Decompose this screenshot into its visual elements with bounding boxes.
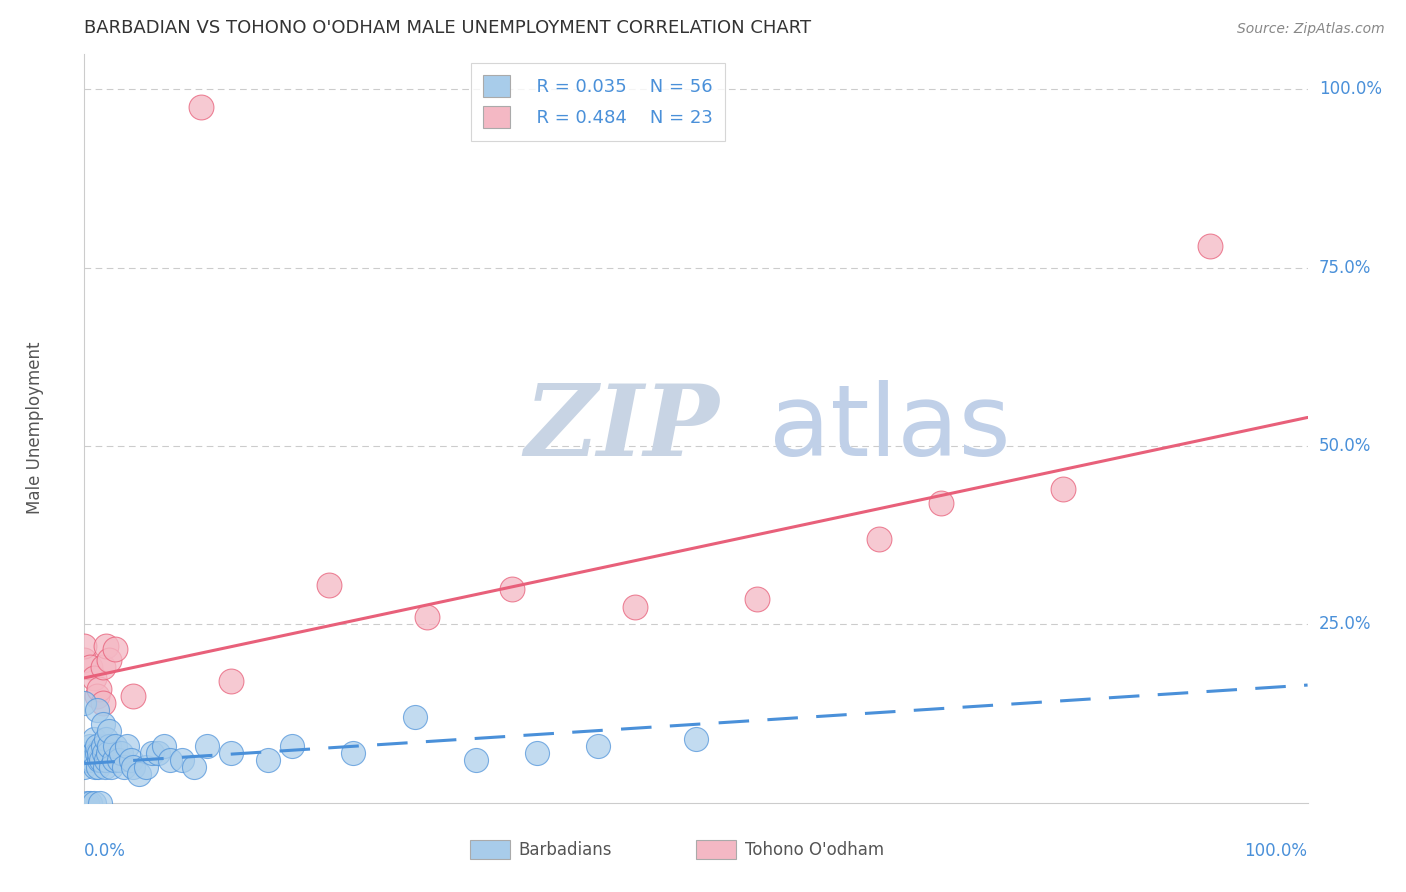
Point <box>257 753 280 767</box>
Point <box>103 753 125 767</box>
Point <box>86 689 108 703</box>
Point <box>73 760 96 774</box>
Point <box>128 767 150 781</box>
Point <box>190 100 212 114</box>
Point <box>73 696 96 710</box>
Point <box>526 746 548 760</box>
Point <box>318 578 340 592</box>
Point <box>96 753 118 767</box>
Point <box>79 739 101 753</box>
Point <box>91 660 114 674</box>
Point <box>77 746 100 760</box>
Point <box>342 746 364 760</box>
Point <box>115 739 138 753</box>
Point <box>87 753 110 767</box>
Point <box>104 642 127 657</box>
Point <box>141 746 163 760</box>
Text: Tohono O'odham: Tohono O'odham <box>745 841 884 859</box>
Text: ZIP: ZIP <box>524 380 720 476</box>
Point <box>586 739 609 753</box>
Point <box>90 753 112 767</box>
Bar <box>470 840 510 859</box>
Point <box>172 753 194 767</box>
Point <box>747 592 769 607</box>
Point <box>91 696 114 710</box>
Text: Source: ZipAtlas.com: Source: ZipAtlas.com <box>1237 22 1385 37</box>
Text: atlas: atlas <box>769 380 1011 476</box>
Point <box>79 660 101 674</box>
Point <box>104 739 127 753</box>
Point <box>1052 482 1074 496</box>
Point <box>624 599 647 614</box>
Point <box>73 653 96 667</box>
Point <box>82 746 104 760</box>
Text: Male Unemployment: Male Unemployment <box>27 342 45 515</box>
Point <box>404 710 426 724</box>
Point <box>91 717 114 731</box>
Point <box>94 760 117 774</box>
Bar <box>696 840 737 859</box>
Point <box>122 760 145 774</box>
Point <box>100 760 122 774</box>
Text: 50.0%: 50.0% <box>1319 437 1371 455</box>
Text: BARBADIAN VS TOHONO O'ODHAM MALE UNEMPLOYMENT CORRELATION CHART: BARBADIAN VS TOHONO O'ODHAM MALE UNEMPLO… <box>84 19 811 37</box>
Point <box>122 689 145 703</box>
Point <box>219 674 242 689</box>
Point <box>502 582 524 596</box>
Point <box>96 731 118 746</box>
Point <box>87 681 110 696</box>
Point <box>86 739 108 753</box>
Text: 100.0%: 100.0% <box>1244 842 1308 860</box>
Point <box>76 796 98 810</box>
Point <box>77 753 100 767</box>
Point <box>83 671 105 685</box>
Text: 100.0%: 100.0% <box>1319 80 1382 98</box>
Point <box>416 610 439 624</box>
Point <box>97 653 120 667</box>
Point <box>87 746 110 760</box>
Point <box>87 760 110 774</box>
Point <box>110 746 132 760</box>
Point <box>135 760 157 774</box>
Point <box>84 760 107 774</box>
Point <box>869 532 891 546</box>
Point <box>97 739 120 753</box>
Point <box>83 731 105 746</box>
Point <box>89 796 111 810</box>
Point <box>159 753 181 767</box>
Point <box>120 753 142 767</box>
Point <box>685 731 707 746</box>
Point <box>929 496 952 510</box>
Point <box>86 703 108 717</box>
Point <box>281 739 304 753</box>
Point <box>97 724 120 739</box>
Point <box>464 753 486 767</box>
Point <box>79 796 101 810</box>
Point <box>73 639 96 653</box>
Text: 25.0%: 25.0% <box>1319 615 1371 633</box>
Point <box>86 746 108 760</box>
Point <box>146 746 169 760</box>
Point <box>97 746 120 760</box>
Point <box>112 760 135 774</box>
Point <box>91 739 114 753</box>
Point <box>153 739 176 753</box>
Point <box>80 753 103 767</box>
Point <box>93 746 115 760</box>
Point <box>107 753 129 767</box>
Point <box>83 796 105 810</box>
Point <box>219 746 242 760</box>
Point <box>195 739 218 753</box>
Text: Barbadians: Barbadians <box>519 841 612 859</box>
Text: 0.0%: 0.0% <box>84 842 127 860</box>
Text: 75.0%: 75.0% <box>1319 259 1371 277</box>
Legend:   R = 0.035    N = 56,   R = 0.484    N = 23: R = 0.035 N = 56, R = 0.484 N = 23 <box>471 62 725 141</box>
Point <box>183 760 205 774</box>
Point <box>96 639 118 653</box>
Point <box>1198 239 1220 253</box>
